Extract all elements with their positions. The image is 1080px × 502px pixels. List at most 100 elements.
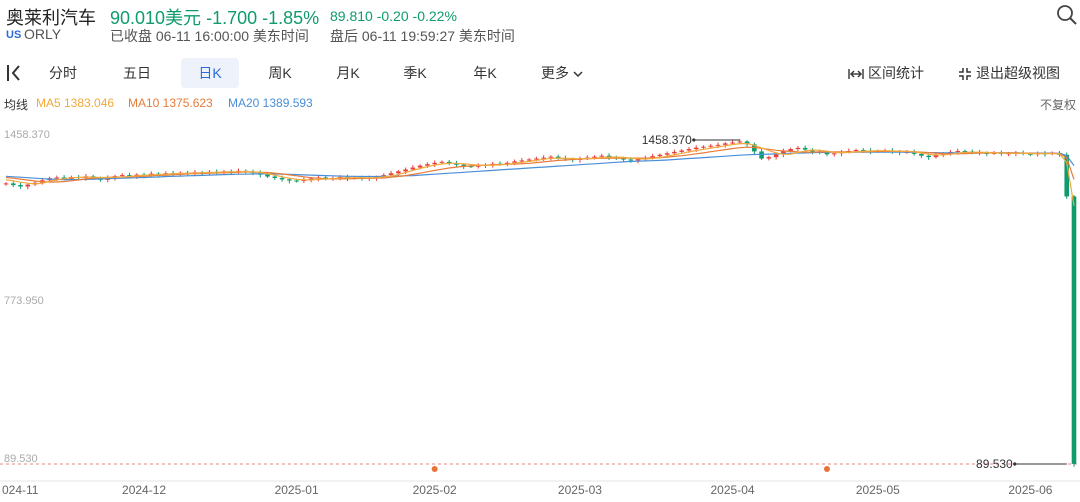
candle-body xyxy=(519,160,525,162)
after-hours-time: 盘后 06-11 19:59:27 美东时间 xyxy=(330,28,515,44)
tab-monthly-k[interactable]: 月K xyxy=(336,65,360,81)
tab-five-day[interactable]: 五日 xyxy=(123,65,151,81)
candle-body xyxy=(606,155,612,158)
candle-body xyxy=(650,156,655,158)
ma5-value: MA5 1383.046 xyxy=(36,96,115,110)
x-axis-label: 2025-03 xyxy=(558,483,602,497)
candle-body xyxy=(919,153,924,156)
candle-body xyxy=(475,165,481,167)
stock-name: 奥莱利汽车 xyxy=(6,8,96,28)
candle-body xyxy=(635,159,641,161)
chart-grid xyxy=(0,463,1080,482)
candle-body xyxy=(541,157,546,159)
ma10-value: MA10 1375.623 xyxy=(128,96,213,110)
kline-chart[interactable]: 1458.370 773.950 89.530 1458.370 89.530 024… xyxy=(0,112,1080,502)
search-icon[interactable] xyxy=(1056,4,1078,26)
candle-body xyxy=(759,151,764,159)
candle-body xyxy=(294,180,299,182)
candle-body xyxy=(679,150,684,152)
candle-body xyxy=(534,158,539,160)
candle-body xyxy=(599,155,605,157)
candle-body xyxy=(417,165,423,168)
candle-body xyxy=(766,157,772,159)
candle-body xyxy=(686,149,692,151)
candle-body xyxy=(592,156,597,158)
candle-body xyxy=(1028,153,1033,155)
candle-body xyxy=(955,150,961,152)
tab-quarterly-k[interactable]: 季K xyxy=(403,65,427,81)
exit-fullscreen-label: 退出超级视图 xyxy=(976,65,1060,81)
interval-arrows-icon xyxy=(848,69,864,80)
candle-body xyxy=(795,147,801,150)
x-axis-labels: 024-11 2024-12 2025-01 2025-02 2025-03 2025-0… xyxy=(2,483,1053,497)
collapse-sidebar-icon[interactable] xyxy=(4,62,24,84)
candle-body xyxy=(468,166,474,168)
candle-body xyxy=(446,161,452,164)
candle-body xyxy=(25,184,31,187)
x-axis-label: 024-11 xyxy=(2,483,39,497)
candle-body xyxy=(853,150,859,152)
chevron-down-icon xyxy=(573,71,583,78)
y-axis-labels: 1458.370 773.950 89.530 xyxy=(4,129,50,465)
candle-body xyxy=(933,155,939,158)
tab-weekly-k[interactable]: 周K xyxy=(268,65,292,81)
candle-body xyxy=(657,154,663,157)
ma20-line xyxy=(5,151,1075,181)
candle-body xyxy=(287,179,292,181)
candle-body xyxy=(621,158,626,160)
candle-body xyxy=(831,153,837,155)
candle-body xyxy=(54,177,60,179)
candle-body xyxy=(781,150,786,155)
candle-body xyxy=(664,153,670,155)
tab-daily-k[interactable]: 日K xyxy=(181,58,239,88)
candle-body xyxy=(265,174,270,177)
close-time: 已收盘 06-11 16:00:00 美东时间 xyxy=(110,28,309,44)
x-axis-label: 2024-12 xyxy=(122,483,166,497)
exit-fullscreen-button[interactable]: 退出超级视图 xyxy=(958,58,1060,88)
price-change: -1.700 xyxy=(206,8,258,28)
adjust-type[interactable]: 不复权 xyxy=(1040,98,1077,112)
candle-body xyxy=(926,155,931,158)
candle-body xyxy=(962,150,968,152)
y-axis-label: 89.530 xyxy=(4,453,38,465)
event-marker[interactable] xyxy=(431,466,438,472)
ma-lines xyxy=(5,143,1075,206)
last-price: 90.010美元 -1.700 -1.85% xyxy=(110,4,319,30)
candle-body xyxy=(730,142,735,144)
price-change-pct: -1.85% xyxy=(262,8,320,28)
candle-body xyxy=(861,150,866,152)
candle-body xyxy=(18,185,23,187)
stock-symbol: ORLY xyxy=(24,26,62,42)
candle-body xyxy=(744,141,750,145)
candle-body xyxy=(737,141,743,143)
ma-label[interactable]: 均线 xyxy=(4,98,29,112)
x-axis-label: 2025-05 xyxy=(856,483,900,497)
event-marker[interactable] xyxy=(823,466,830,472)
candle-body xyxy=(410,167,416,170)
candle-body xyxy=(1071,196,1077,464)
candle-body xyxy=(505,162,510,165)
tab-more[interactable]: 更多 xyxy=(534,58,590,88)
candle-body xyxy=(388,173,394,176)
candle-body xyxy=(722,143,728,145)
max-price-label: 1458.370 xyxy=(642,133,692,147)
period-tabs: 分时 五日 日K 周K 月K 季K 年K 更多 区间统计 退出超级视图 xyxy=(0,58,1080,90)
candle-body xyxy=(461,164,467,167)
candle-body xyxy=(279,177,285,180)
x-axis-label: 2025-01 xyxy=(275,483,319,497)
candle-body xyxy=(3,183,9,185)
y-axis-label: 773.950 xyxy=(4,295,44,307)
tab-more-label: 更多 xyxy=(541,65,570,81)
interval-stats-label: 区间统计 xyxy=(868,65,924,81)
candle-body xyxy=(773,154,779,158)
x-axis-label: 2025-04 xyxy=(711,483,755,497)
after-hours-quote: 89.810 -0.20 -0.22% xyxy=(330,8,457,24)
candle-body xyxy=(127,175,132,177)
x-axis-label: 2025-02 xyxy=(413,483,457,497)
price-value: 90.010美元 xyxy=(110,8,202,28)
candle-body xyxy=(432,162,437,165)
tab-yearly-k[interactable]: 年K xyxy=(473,65,497,81)
interval-stats-button[interactable]: 区间统计 xyxy=(848,58,924,88)
tab-intraday[interactable]: 分时 xyxy=(49,65,77,81)
x-axis-label: 2025-06 xyxy=(1008,483,1052,497)
